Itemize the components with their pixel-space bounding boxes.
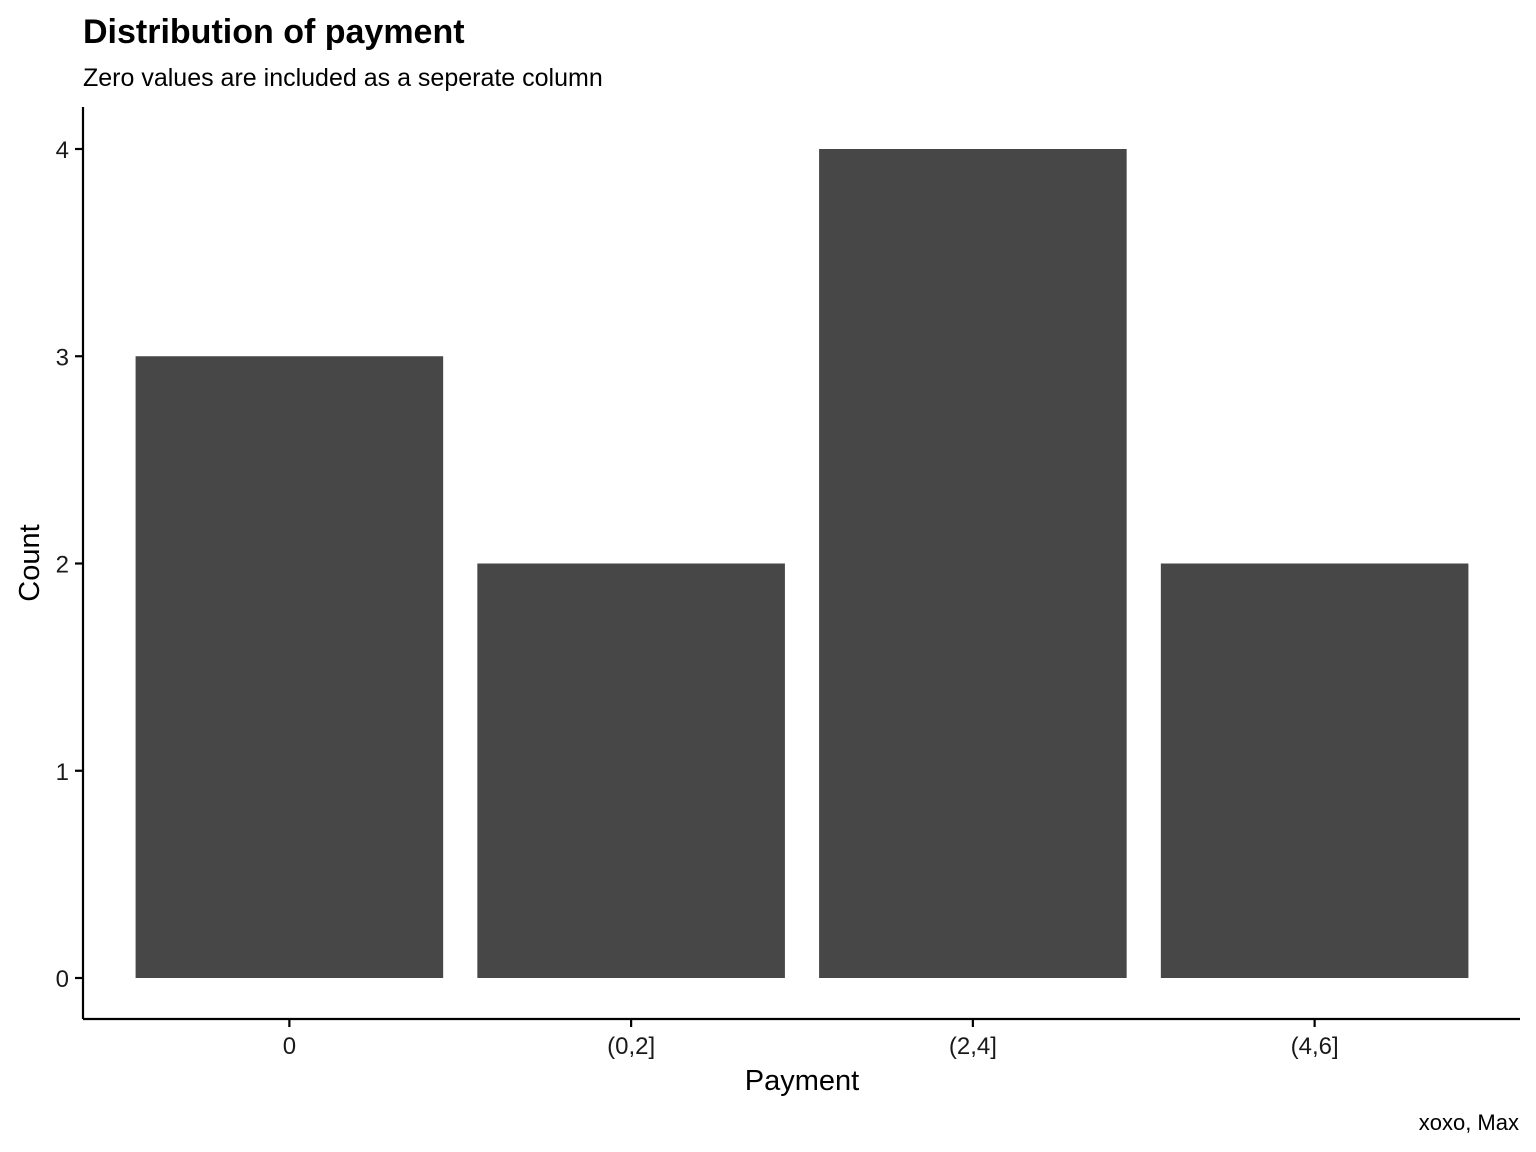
bar-2 [819, 149, 1127, 978]
y-axis-title: Count [14, 524, 46, 601]
y-tick-label: 1 [56, 759, 69, 786]
y-tick-label: 0 [56, 966, 69, 993]
bars-group [135, 149, 1469, 978]
bar-0 [135, 356, 444, 978]
bar-3 [1160, 563, 1469, 978]
chart-caption: xoxo, Max [1419, 1110, 1519, 1135]
y-tick-label: 2 [56, 552, 69, 579]
x-tick-label: (0,2] [607, 1033, 655, 1060]
y-tick-label: 4 [56, 137, 69, 164]
x-tick-label: 0 [283, 1033, 296, 1060]
chart-title: Distribution of payment [83, 13, 465, 51]
x-tick-label: (2,4] [949, 1033, 997, 1060]
y-axis: 0 1 2 3 4 [56, 107, 85, 1019]
x-tick-label: (4,6] [1291, 1033, 1339, 1060]
x-axis-title: Payment [745, 1065, 859, 1097]
bar-1 [477, 563, 785, 978]
chart-subtitle: Zero values are included as a seperate c… [83, 64, 603, 92]
x-axis: 0 (0,2] (2,4] (4,6] [83, 1017, 1520, 1060]
y-tick-label: 3 [56, 344, 69, 371]
